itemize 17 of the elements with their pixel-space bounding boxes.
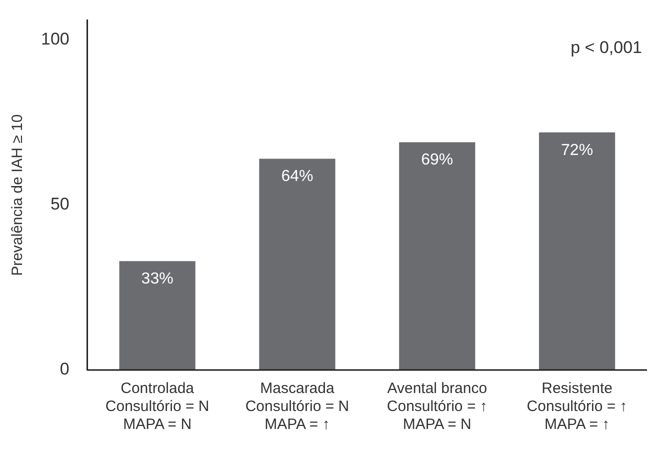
x-tick-label: Controlada Consultório = N MAPA = N xyxy=(105,380,210,434)
bar xyxy=(538,132,616,370)
y-tick-label: 0 xyxy=(60,360,70,379)
bar xyxy=(399,142,476,370)
data-label: 33% xyxy=(141,270,174,288)
annotation: p < 0,001 xyxy=(570,38,642,57)
x-tick-label: Resistente Consultório = ↑ MAPA = ↑ xyxy=(526,380,628,434)
data-label: 64% xyxy=(281,168,314,186)
x-tick-label: Mascarada Consultório = N MAPA = ↑ xyxy=(245,380,350,434)
x-tick-label: Avental branco Consultório = ↑ MAPA = N xyxy=(386,380,488,434)
data-label: 69% xyxy=(421,152,454,169)
data-label: 72% xyxy=(561,142,594,159)
y-axis-title: Prevalência de IAH ≥ 10 xyxy=(9,114,26,276)
y-tick-label: 100 xyxy=(40,30,70,49)
bar xyxy=(119,261,196,370)
y-tick-label: 50 xyxy=(50,194,70,214)
bar xyxy=(259,158,336,370)
